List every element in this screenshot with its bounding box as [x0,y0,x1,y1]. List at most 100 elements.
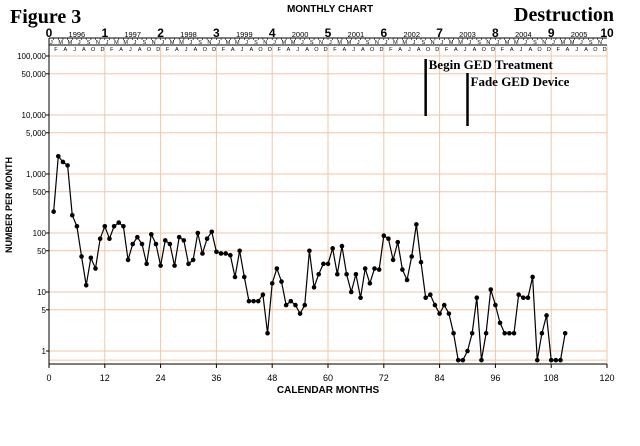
month-letter: S [477,40,481,46]
month-letter: J [241,47,244,53]
data-point [283,302,289,308]
month-letter: N [375,40,379,46]
data-point [204,236,210,242]
month-letter: M [570,40,575,46]
data-point [376,267,382,272]
grid-lines [48,45,608,365]
month-letter: J [185,47,188,53]
month-letter: O [593,47,598,53]
month-letter: A [119,47,123,53]
data-point [307,248,312,254]
month-letter: M [68,40,73,46]
x-tick-label: 84 [435,373,445,383]
data-point [97,236,103,242]
year-label: 1999 [236,30,253,39]
month-letter: S [589,40,593,46]
year-label: 2001 [348,30,365,39]
month-letter: J [273,40,276,46]
data-point [400,267,405,272]
data-point [214,249,219,255]
month-letter: M [123,40,128,46]
month-letter: A [194,47,198,53]
month-letter: O [203,47,208,53]
month-letter: M [235,40,240,46]
month-letter: A [305,47,309,53]
data-point [218,251,224,256]
month-letter: M [393,40,398,46]
data-point [149,232,154,237]
month-letter: F [389,47,393,53]
data-point [479,357,484,363]
data-point [209,229,215,235]
month-letter: J [352,47,355,53]
month-letter: F [445,47,449,53]
month-letter: O [147,47,152,53]
x-tick-label: 60 [323,373,333,383]
month-letter: A [566,47,570,53]
data-point [493,302,498,308]
data-point [153,241,159,247]
data-point [539,330,545,336]
month-letter: S [310,40,314,46]
data-point [335,271,340,277]
data-point [311,285,317,290]
data-point [516,292,521,297]
month-letter: A [528,47,532,53]
month-letter: A [454,47,458,53]
data-point [265,330,270,336]
data-point [562,330,568,336]
data-point [167,241,173,247]
data-point [362,266,368,271]
data-point [428,292,433,297]
data-point [251,298,256,304]
month-letter: F [222,47,226,53]
year-index-label: 9 [548,26,555,40]
month-letter: D [212,47,216,53]
month-letter: J [50,40,53,46]
data-point [502,330,508,336]
data-point [158,263,163,268]
data-point [162,238,168,243]
data-point [195,230,201,236]
month-letter: F [166,47,170,53]
month-letter: S [533,40,537,46]
x-tick-label: 12 [100,373,110,383]
data-point [451,330,456,336]
data-point [386,236,391,242]
annotations: Begin GED Treatment Fade GED Device [424,57,570,126]
month-letter: S [366,40,370,46]
month-letter: M [347,40,352,46]
month-letter: O [258,47,263,53]
data-point [423,295,428,301]
data-point [181,238,187,243]
y-axis-label: NUMBER PER MONTH [4,157,14,253]
data-point [465,348,470,354]
month-letter: J [552,40,555,46]
year-label: 2000 [292,30,309,39]
x-tick-label: 48 [267,373,277,383]
year-index-label: 6 [380,26,387,40]
data-point [83,282,89,288]
month-letter: J [413,40,416,46]
data-point [497,320,503,326]
data-point [344,271,349,277]
month-letter: N [152,40,156,46]
data-point [414,222,419,227]
month-letter: D [491,47,495,53]
month-letter: F [501,47,505,53]
data-point [521,295,526,301]
data-point [228,252,233,258]
month-letter: J [408,47,411,53]
data-point [223,251,228,256]
month-letter: M [282,40,287,46]
data-point [190,257,196,263]
data-point [246,298,252,304]
month-letter: J [496,40,499,46]
chart-title: MONTHLY CHART [287,4,373,15]
data-point [474,295,480,301]
x-tick-label: 120 [599,373,614,383]
data-point [107,236,112,242]
year-label: 1997 [124,30,141,39]
year-index-label: 8 [492,26,499,40]
